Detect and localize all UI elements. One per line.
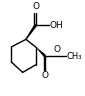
Text: CH₃: CH₃ [67, 52, 82, 61]
Text: O: O [53, 45, 60, 54]
Polygon shape [26, 25, 36, 39]
Text: O: O [32, 2, 39, 11]
Text: OH: OH [49, 21, 63, 30]
Text: O: O [42, 71, 49, 80]
